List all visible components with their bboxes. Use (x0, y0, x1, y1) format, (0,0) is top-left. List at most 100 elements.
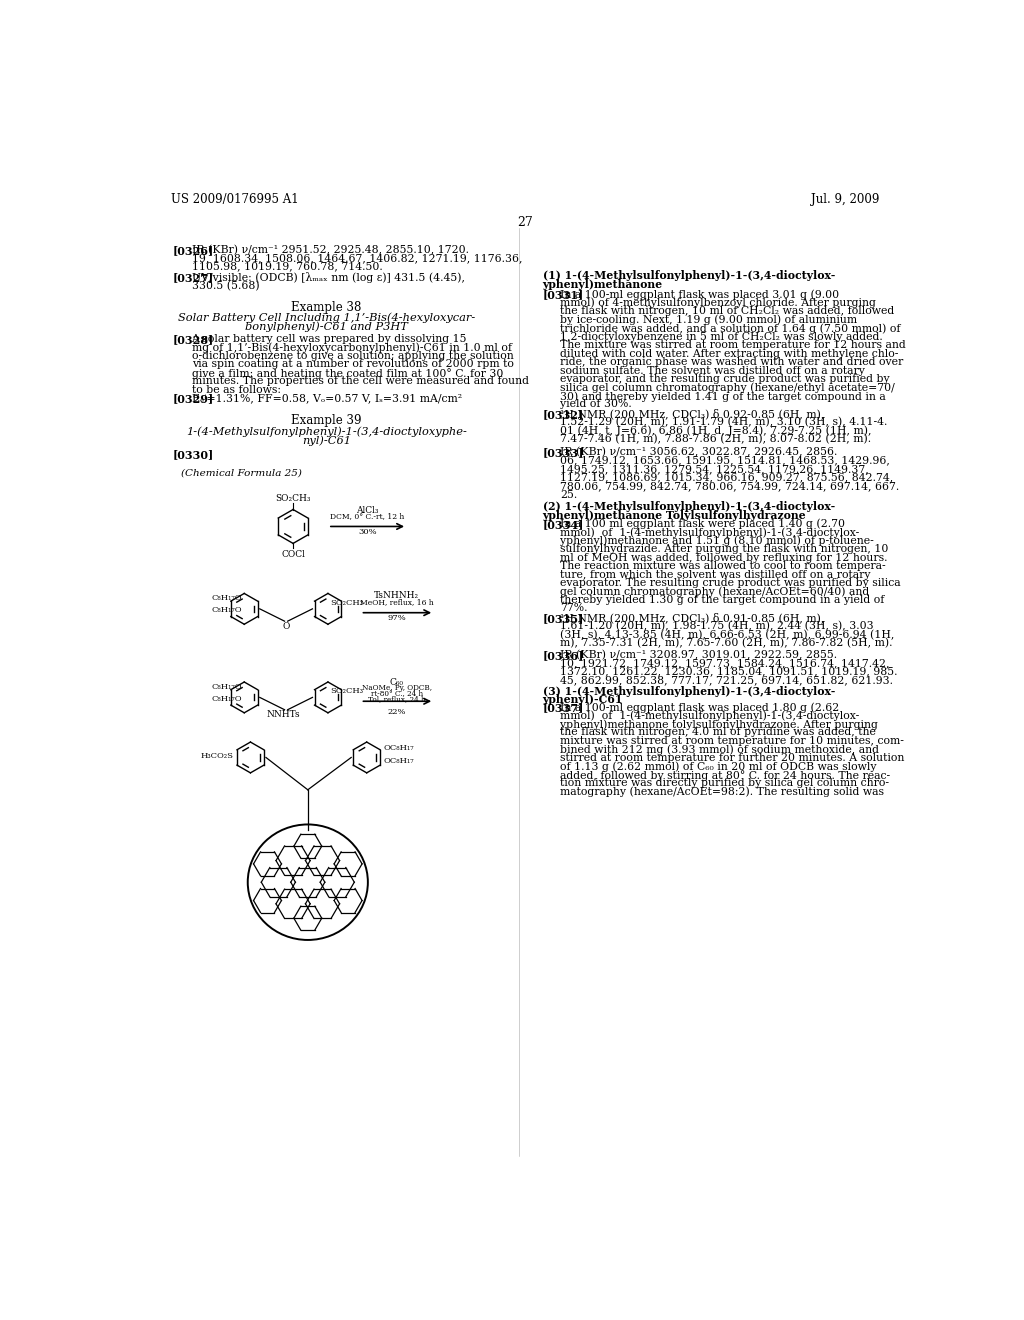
Text: to be as follows:: to be as follows: (191, 385, 281, 395)
Text: OC₈H₁₇: OC₈H₁₇ (384, 744, 415, 752)
Text: In a 100 ml eggplant flask were placed 1.40 g (2.70: In a 100 ml eggplant flask were placed 1… (560, 519, 846, 529)
Text: added, followed by stirring at 80° C. for 24 hours. The reac-: added, followed by stirring at 80° C. fo… (560, 770, 891, 780)
Text: 25.: 25. (560, 490, 578, 499)
Text: (2) 1-(4-Methylsulfonylphenyl)-1-(3,4-dioctylox-: (2) 1-(4-Methylsulfonylphenyl)-1-(3,4-di… (543, 502, 835, 512)
Text: 19, 1608.34, 1508.06, 1464.67, 1406.82, 1271.19, 1176.36,: 19, 1608.34, 1508.06, 1464.67, 1406.82, … (191, 253, 522, 263)
Text: thereby yielded 1.30 g of the target compound in a yield of: thereby yielded 1.30 g of the target com… (560, 595, 885, 605)
Text: [0332]: [0332] (543, 409, 584, 420)
Text: ¹H NMR (200 MHz, CDCl₃) δ 0.92-0.85 (6H, m),: ¹H NMR (200 MHz, CDCl₃) δ 0.92-0.85 (6H,… (560, 409, 824, 420)
Text: gel column chromatography (hexane/AcOEt=60/40) and: gel column chromatography (hexane/AcOEt=… (560, 586, 869, 597)
Text: IR (KBr) ν/cm⁻¹ 3056.62, 3022.87, 2926.45, 2856.: IR (KBr) ν/cm⁻¹ 3056.62, 3022.87, 2926.4… (560, 447, 838, 458)
Text: 1372.10, 1261.22, 1230.36, 1185.04, 1091.51, 1019.19, 985.: 1372.10, 1261.22, 1230.36, 1185.04, 1091… (560, 667, 898, 677)
Text: via spin coating at a number of revolutions of 2000 rpm to: via spin coating at a number of revoluti… (191, 359, 513, 370)
Text: C₆₀: C₆₀ (390, 677, 403, 686)
Text: 01 (4H, t, J=6.6), 6.86 (1H, d, J=8.4), 7.29-7.25 (1H, m),: 01 (4H, t, J=6.6), 6.86 (1H, d, J=8.4), … (560, 425, 872, 436)
Text: C₈H₁₇O: C₈H₁₇O (211, 606, 242, 614)
Text: rt-80° C., 24 h: rt-80° C., 24 h (371, 689, 423, 697)
Text: H₃CO₂S: H₃CO₂S (201, 752, 233, 760)
Text: o-dichlorobenzene to give a solution; applying the solution: o-dichlorobenzene to give a solution; ap… (191, 351, 513, 360)
Text: 330.5 (5.68): 330.5 (5.68) (191, 281, 259, 292)
Text: ml of MeOH was added, followed by refluxing for 12 hours.: ml of MeOH was added, followed by reflux… (560, 553, 888, 562)
Text: give a film; and heating the coated film at 100° C. for 30: give a film; and heating the coated film… (191, 368, 503, 379)
Text: silica gel column chromatography (hexane/ethyl acetate=70/: silica gel column chromatography (hexane… (560, 383, 895, 393)
Text: (3) 1-(4-Methylsulfonylphenyl)-1-(3,4-dioctylox-: (3) 1-(4-Methylsulfonylphenyl)-1-(3,4-di… (543, 686, 835, 697)
Text: 1495.25, 1311.36, 1279.54, 1225.54, 1179.26, 1149.37,: 1495.25, 1311.36, 1279.54, 1225.54, 1179… (560, 465, 869, 474)
Text: TsNHNH₂: TsNHNH₂ (375, 591, 420, 601)
Text: of 1.13 g (2.62 mmol) of C₆₀ in 20 ml of ODCB was slowly: of 1.13 g (2.62 mmol) of C₆₀ in 20 ml of… (560, 762, 877, 772)
Text: C₈H₁₇O: C₈H₁₇O (211, 694, 242, 704)
Text: [0336]: [0336] (543, 649, 584, 661)
Text: AlCl₃: AlCl₃ (356, 506, 379, 515)
Text: bined with 212 mg (3.93 mmol) of sodium methoxide, and: bined with 212 mg (3.93 mmol) of sodium … (560, 744, 880, 755)
Text: [0334]: [0334] (543, 519, 584, 529)
Text: yphenyl)methanone and 1.51 g (8.10 mmol) of p-toluene-: yphenyl)methanone and 1.51 g (8.10 mmol)… (560, 536, 874, 546)
Text: 780.06, 754.99, 842.74, 780.06, 754.99, 724.14, 697.14, 667.: 780.06, 754.99, 842.74, 780.06, 754.99, … (560, 480, 900, 491)
Text: evaporator, and the resulting crude product was purified by: evaporator, and the resulting crude prod… (560, 374, 890, 384)
Text: UV/visible: (ODCB) [λₘₐₓ nm (log ε)] 431.5 (4.45),: UV/visible: (ODCB) [λₘₐₓ nm (log ε)] 431… (191, 272, 465, 284)
Text: evaporator. The resulting crude product was purified by silica: evaporator. The resulting crude product … (560, 578, 901, 587)
Text: A solar battery cell was prepared by dissolving 15: A solar battery cell was prepared by dis… (191, 334, 467, 345)
Text: 97%: 97% (387, 614, 407, 622)
Text: Example 38: Example 38 (291, 301, 361, 314)
Text: C₈H₁₇O: C₈H₁₇O (211, 682, 242, 690)
Text: mg of 1,1’-Bis(4-hexyloxycarbonylphenyl)-C61 in 1.0 ml of: mg of 1,1’-Bis(4-hexyloxycarbonylphenyl)… (191, 342, 512, 352)
Text: SO₂CH₃: SO₂CH₃ (331, 599, 364, 607)
Text: yphenyl)-C61: yphenyl)-C61 (543, 694, 624, 705)
Text: [0330]: [0330] (173, 449, 214, 459)
Text: 30) and thereby yielded 1.41 g of the target compound in a: 30) and thereby yielded 1.41 g of the ta… (560, 391, 886, 401)
Text: bonylphenyl)-C61 and P3HT: bonylphenyl)-C61 and P3HT (245, 322, 408, 333)
Text: [0337]: [0337] (543, 702, 584, 713)
Text: tion mixture was directly purified by silica gel column chro-: tion mixture was directly purified by si… (560, 779, 890, 788)
Text: US 2009/0176995 A1: US 2009/0176995 A1 (171, 193, 298, 206)
Text: [0328]: [0328] (173, 334, 214, 345)
Text: mmol)  of  1-(4-methylsulfonylphenyl)-1-(3,4-dioctylox-: mmol) of 1-(4-methylsulfonylphenyl)-1-(3… (560, 710, 860, 721)
Text: SO₂CH₃: SO₂CH₃ (331, 688, 364, 696)
Text: [0335]: [0335] (543, 612, 584, 624)
Text: 1.61-1.20 (20H, m), 1.98-1.75 (4H, m), 2.44 (3H, s), 3.03: 1.61-1.20 (20H, m), 1.98-1.75 (4H, m), 2… (560, 622, 874, 631)
Text: OC₈H₁₇: OC₈H₁₇ (384, 756, 415, 764)
Text: [0327]: [0327] (173, 272, 214, 284)
Text: IR (KBr) ν/cm⁻¹ 3208.97, 3019.01, 2922.59, 2855.: IR (KBr) ν/cm⁻¹ 3208.97, 3019.01, 2922.5… (560, 649, 838, 660)
Text: matography (hexane/AcOEt=98:2). The resulting solid was: matography (hexane/AcOEt=98:2). The resu… (560, 787, 885, 797)
Text: sodium sulfate. The solvent was distilled off on a rotary: sodium sulfate. The solvent was distille… (560, 366, 865, 375)
Text: stirred at room temperature for further 20 minutes. A solution: stirred at room temperature for further … (560, 752, 905, 763)
Text: In a 100-ml eggplant flask was placed 1.80 g (2.62: In a 100-ml eggplant flask was placed 1.… (560, 702, 840, 713)
Text: 06, 1749.12, 1653.66, 1591.95, 1514.81, 1468.53, 1429.96,: 06, 1749.12, 1653.66, 1591.95, 1514.81, … (560, 455, 890, 466)
Text: [0326]: [0326] (173, 244, 214, 256)
Text: 22%: 22% (388, 708, 407, 717)
Text: 1127.19, 1086.69, 1015.34, 966.16, 909.27, 875.56, 842.74,: 1127.19, 1086.69, 1015.34, 966.16, 909.2… (560, 473, 894, 483)
Text: The reaction mixture was allowed to cool to room tempera-: The reaction mixture was allowed to cool… (560, 561, 886, 572)
Text: IR (KBr) ν/cm⁻¹ 2951.52, 2925.48, 2855.10, 1720.: IR (KBr) ν/cm⁻¹ 2951.52, 2925.48, 2855.1… (191, 244, 469, 255)
Text: (1) 1-(4-Methylsulfonylphenyl)-1-(3,4-dioctylox-: (1) 1-(4-Methylsulfonylphenyl)-1-(3,4-di… (543, 271, 835, 281)
Text: 30%: 30% (358, 528, 377, 536)
Text: the flask with nitrogen, 4.0 ml of pyridine was added, the: the flask with nitrogen, 4.0 ml of pyrid… (560, 727, 877, 738)
Text: 45, 862.99, 852.38, 777.17, 721.25, 697.14, 651.82, 621.93.: 45, 862.99, 852.38, 777.17, 721.25, 697.… (560, 675, 894, 685)
Text: 1.52-1.29 (20H, m), 1.91-1.79 (4H, m), 3.10 (3H, s), 4.11-4.: 1.52-1.29 (20H, m), 1.91-1.79 (4H, m), 3… (560, 417, 888, 428)
Text: diluted with cold water. After extracting with methylene chlo-: diluted with cold water. After extractin… (560, 348, 899, 359)
Text: Tol, reflux, 24 h: Tol, reflux, 24 h (368, 694, 426, 702)
Text: sulfonylhydrazide. After purging the flask with nitrogen, 10: sulfonylhydrazide. After purging the fla… (560, 544, 889, 554)
Text: ture, from which the solvent was distilled off on a rotary: ture, from which the solvent was distill… (560, 570, 871, 579)
Text: yphenyl)methanone Tolylsulfonylhydrazone: yphenyl)methanone Tolylsulfonylhydrazone (543, 510, 806, 520)
Text: (3H, s), 4.13-3.85 (4H, m), 6.66-6.53 (2H, m), 6.99-6.94 (1H,: (3H, s), 4.13-3.85 (4H, m), 6.66-6.53 (2… (560, 630, 895, 640)
Text: 27: 27 (517, 216, 532, 230)
Text: (Chemical Formula 25): (Chemical Formula 25) (180, 469, 302, 478)
Text: yphenyl)methanone: yphenyl)methanone (543, 279, 663, 289)
Text: yphenyl)methanone tolylsulfonylhydrazone. After purging: yphenyl)methanone tolylsulfonylhydrazone… (560, 719, 879, 730)
Text: ¹H NMR (200 MHz, CDCl₃) δ 0.91-0.85 (6H, m),: ¹H NMR (200 MHz, CDCl₃) δ 0.91-0.85 (6H,… (560, 612, 824, 623)
Text: 7.47-7.46 (1H, m), 7.88-7.86 (2H, m), 8.07-8.02 (2H, m).: 7.47-7.46 (1H, m), 7.88-7.86 (2H, m), 8.… (560, 434, 871, 445)
Text: ride, the organic phase was washed with water and dried over: ride, the organic phase was washed with … (560, 358, 904, 367)
Text: 1-(4-Methylsulfonylphenyl)-1-(3,4-dioctyloxyphe-: 1-(4-Methylsulfonylphenyl)-1-(3,4-diocty… (186, 426, 467, 437)
Text: Jul. 9, 2009: Jul. 9, 2009 (811, 193, 880, 206)
Text: 1105.98, 1019.19, 760.78, 714.50.: 1105.98, 1019.19, 760.78, 714.50. (191, 261, 382, 272)
Text: [0333]: [0333] (543, 447, 584, 458)
Text: [0331]: [0331] (543, 289, 584, 301)
Text: NNHTs: NNHTs (266, 710, 300, 719)
Text: yield of 30%.: yield of 30%. (560, 400, 632, 409)
Text: mmol) of 4-methylsulfonylbenzoyl chloride. After purging: mmol) of 4-methylsulfonylbenzoyl chlorid… (560, 298, 877, 309)
Text: Eₑⁱ=1.31%, FF=0.58, Vₒ⁣=0.57 V, Iₛ⁣=3.91 mA/cm²: Eₑⁱ=1.31%, FF=0.58, Vₒ⁣=0.57 V, Iₛ⁣=3.91… (191, 393, 462, 403)
Text: The mixture was stirred at room temperature for 12 hours and: The mixture was stirred at room temperat… (560, 341, 906, 350)
Text: trichloride was added, and a solution of 1.64 g (7.50 mmol) of: trichloride was added, and a solution of… (560, 323, 901, 334)
Text: the flask with nitrogen, 10 ml of CH₂Cl₂ was added, followed: the flask with nitrogen, 10 ml of CH₂Cl₂… (560, 306, 895, 317)
Text: 1,2-dioctyloxybenzene in 5 ml of CH₂Cl₂ was slowly added.: 1,2-dioctyloxybenzene in 5 ml of CH₂Cl₂ … (560, 331, 883, 342)
